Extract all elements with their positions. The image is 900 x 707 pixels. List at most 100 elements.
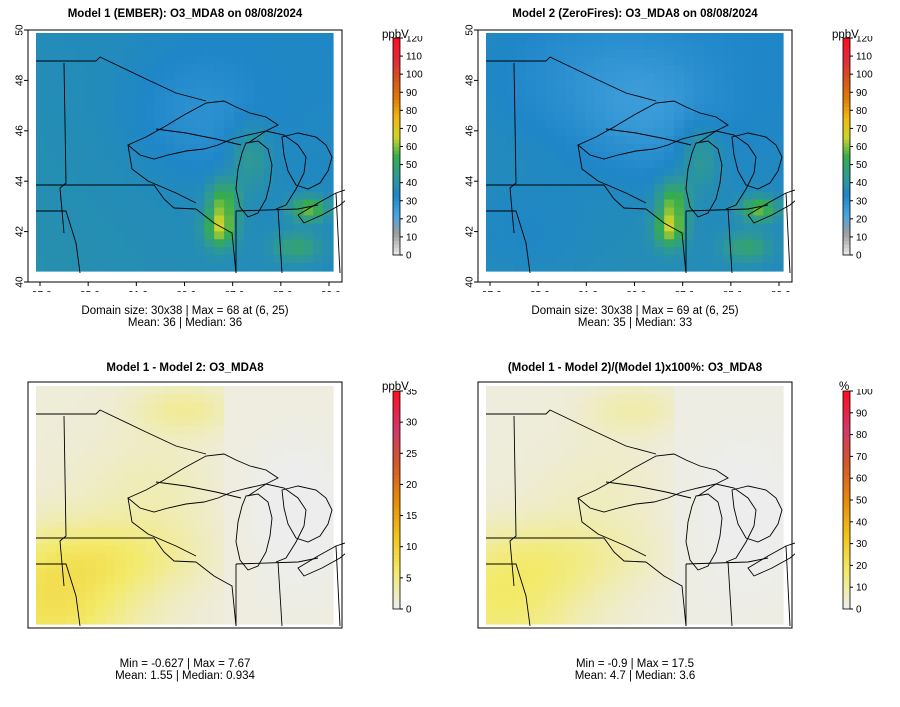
grid-cell	[154, 425, 166, 435]
grid-cell	[594, 386, 606, 395]
colorbar-segment	[843, 456, 850, 461]
grid-cell	[144, 159, 156, 169]
grid-cell	[585, 552, 596, 562]
grid-cell	[75, 497, 87, 506]
grid-cell	[313, 528, 324, 538]
grid-cell	[125, 520, 136, 530]
grid-cell	[753, 393, 764, 403]
grid-cell	[733, 40, 744, 50]
grid-cell	[65, 560, 77, 570]
grid-cell	[36, 175, 47, 185]
grid-cell	[684, 255, 695, 264]
grid-cell	[664, 600, 675, 609]
grid-cell	[575, 393, 586, 403]
colorbar-tick-label: 30	[406, 196, 418, 207]
grid-cell	[105, 255, 116, 264]
grid-cell	[65, 175, 77, 185]
map-grid	[36, 386, 334, 625]
grid-cell	[743, 386, 754, 395]
grid-cell	[585, 417, 596, 427]
grid-cell	[594, 40, 606, 50]
grid-cell	[125, 247, 136, 256]
grid-cell	[525, 505, 537, 514]
colorbar-tick-label: 0	[406, 605, 412, 616]
grid-cell	[703, 457, 715, 466]
grid-cell	[115, 512, 126, 522]
grid-cell	[164, 96, 176, 105]
grid-cell	[525, 191, 537, 201]
grid-cell	[654, 457, 665, 466]
grid-cell	[184, 191, 195, 201]
grid-cell	[243, 425, 255, 435]
grid-cell	[243, 576, 255, 585]
grid-cell	[664, 207, 675, 217]
grid-cell	[505, 72, 517, 82]
grid-cell	[184, 481, 195, 490]
grid-cell	[594, 425, 606, 435]
grid-cell	[184, 560, 195, 570]
grid-cell	[224, 409, 235, 419]
grid-cell	[614, 592, 626, 601]
grid-cell	[303, 409, 314, 419]
grid-cell	[654, 255, 665, 264]
grid-cell	[283, 120, 294, 129]
grid-cell	[733, 183, 744, 193]
grid-cell	[614, 56, 626, 66]
grid-cell	[95, 72, 106, 82]
grid-cell	[36, 473, 47, 482]
grid-cell	[545, 401, 556, 411]
grid-cell	[535, 592, 546, 601]
grid-cell	[723, 386, 735, 395]
grid-cell	[674, 592, 685, 601]
colorbar-tick-label: 100	[406, 70, 423, 81]
grid-cell	[664, 175, 675, 185]
grid-cell	[614, 183, 626, 193]
grid-cell	[283, 263, 294, 272]
grid-cell	[65, 263, 77, 272]
grid-cell	[545, 576, 556, 585]
grid-cell	[95, 48, 106, 58]
grid-cell	[303, 255, 314, 264]
grid-cell	[684, 449, 695, 458]
grid-cell	[154, 56, 166, 66]
grid-cell	[565, 393, 576, 403]
grid-cell	[174, 159, 186, 169]
grid-cell	[105, 576, 116, 585]
grid-cell	[684, 144, 695, 153]
grid-cell	[36, 417, 47, 427]
grid-cell	[234, 223, 245, 232]
grid-cell	[753, 497, 764, 506]
grid-cell	[634, 520, 645, 530]
grid-cell	[323, 417, 334, 427]
colorbar-segment	[843, 474, 850, 479]
grid-cell	[135, 505, 146, 514]
grid-cell	[55, 239, 67, 248]
grid-cell	[174, 215, 186, 224]
grid-cell	[263, 417, 275, 427]
grid-cell	[585, 576, 596, 585]
grid-cell	[535, 568, 546, 577]
grid-cell	[515, 560, 527, 570]
grid-cell	[115, 536, 126, 546]
grid-cell	[214, 33, 225, 42]
grid-cell	[753, 33, 764, 42]
grid-cell	[154, 231, 166, 240]
grid-cell	[105, 159, 116, 169]
grid-cell	[65, 64, 77, 74]
grid-cell	[36, 481, 47, 490]
colorbar-segment	[843, 536, 850, 541]
grid-cell	[293, 616, 304, 625]
grid-cell	[585, 505, 596, 514]
grid-cell	[174, 457, 186, 466]
grid-cell	[323, 199, 334, 209]
grid-cell	[674, 56, 685, 66]
grid-cell	[204, 56, 215, 66]
grid-cell	[525, 441, 537, 451]
grid-cell	[45, 417, 57, 427]
grid-cell	[184, 433, 195, 443]
grid-cell	[224, 568, 235, 577]
grid-cell	[323, 401, 334, 411]
grid-cell	[253, 159, 265, 169]
grid-cell	[575, 144, 586, 153]
grid-cell	[505, 584, 517, 593]
